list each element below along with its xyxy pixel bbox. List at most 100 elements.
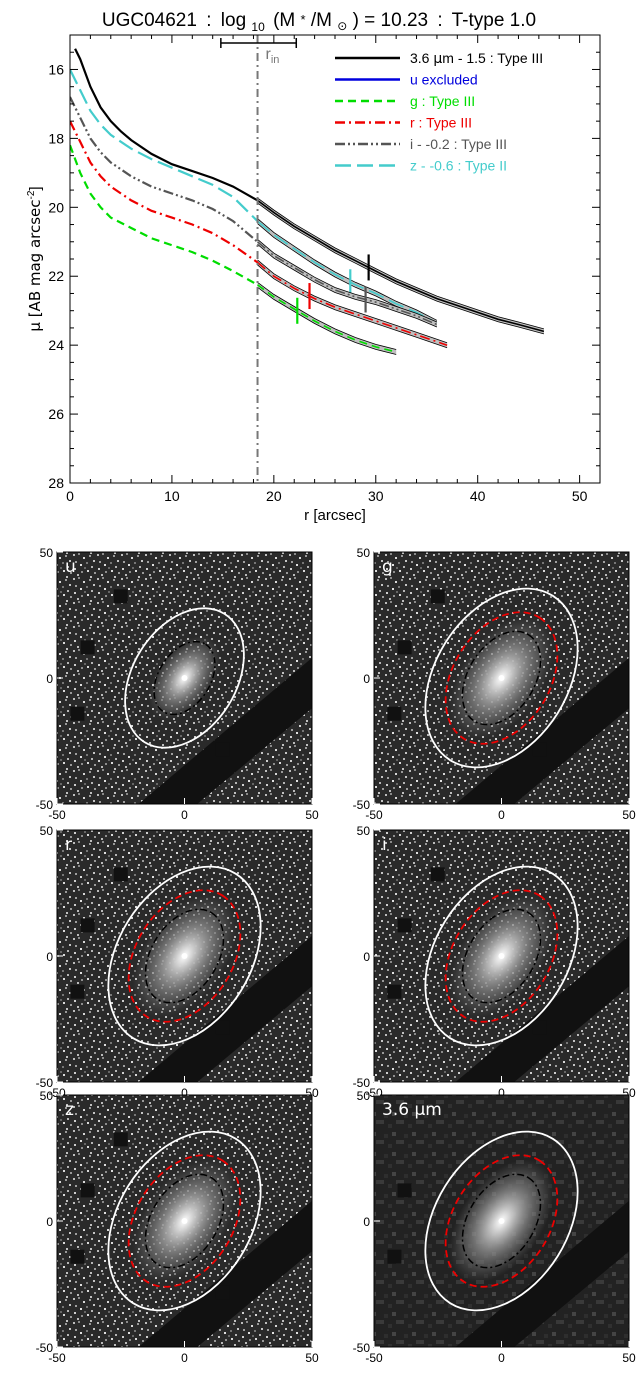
masked-star [387, 1249, 402, 1264]
panel-x-tick-label: -50 [365, 808, 383, 822]
image-panel-z: z -50 0 50 50 0 -50 [36, 1089, 319, 1365]
series-line-i [70, 96, 259, 243]
panel-x-tick-label: 50 [305, 808, 319, 822]
y-tick-label: 16 [48, 61, 64, 77]
panel-y-tick-label: 0 [363, 950, 370, 964]
panel-band-label: 3.6 μm [382, 1100, 442, 1120]
series-line-3.6 [74, 48, 259, 202]
profile-series-group [70, 48, 545, 355]
masked-star [215, 1285, 230, 1300]
x-tick-label: 10 [164, 488, 180, 504]
panel-y-tick-label: 50 [40, 824, 54, 838]
outer-ellipse [107, 865, 262, 1047]
legend-label: u excluded [410, 72, 478, 88]
panel-y-tick-label: -50 [353, 1341, 371, 1355]
panel-x-tick-label: 50 [622, 1351, 636, 1365]
masked-star [397, 918, 412, 933]
r-in-label: rin [266, 46, 280, 66]
y-axis-label: μ [AB mag arcsec-2] [26, 186, 44, 331]
break-ellipse [127, 889, 242, 1023]
panel-y-tick-label: 50 [357, 546, 371, 560]
series-upper-i [257, 238, 438, 323]
masked-star [430, 589, 445, 604]
outer-ellipse [107, 1130, 262, 1312]
inner-ellipse [144, 1173, 225, 1269]
panel-band-label: u [65, 557, 76, 577]
surface-brightness-profile-plot: rin 0 10 20 30 40 50 16 18 20 22 24 26 28 r [arcsec… [26, 34, 601, 524]
series-lower-3.6 [257, 202, 545, 335]
panel-band-label: i [382, 835, 387, 855]
image-panel-3.6-μm: 3.6 μm -50 0 50 50 0 -50 [353, 1089, 636, 1365]
masked-region [138, 1200, 312, 1347]
galaxy-core [498, 953, 505, 959]
panel-x-tick-label: -50 [48, 808, 66, 822]
panel-y-tick-label: 0 [46, 1215, 53, 1229]
x-tick-label: 30 [368, 488, 384, 504]
x-axis-ticks: 0 10 20 30 40 50 [66, 35, 588, 504]
galaxy-core [498, 1218, 505, 1224]
galaxy-core [498, 675, 505, 681]
panel-x-tick-label: 0 [498, 1351, 505, 1365]
image-panel-u: u -50 0 50 50 0 -50 [36, 546, 319, 822]
panel-x-tick-label: 50 [622, 808, 636, 822]
y-tick-label: 18 [48, 130, 64, 146]
break-ellipse [444, 1154, 559, 1288]
panel-band-label: g [382, 557, 393, 577]
galaxy-core [181, 953, 188, 959]
panel-y-tick-label: -50 [353, 798, 371, 812]
masked-star [70, 706, 85, 721]
legend: 3.6 μm - 1.5 : Type III u excluded g : Typ… [335, 50, 543, 174]
masked-star [113, 1132, 128, 1147]
break-ellipse [444, 611, 559, 745]
break-ellipse [127, 1154, 242, 1288]
image-panel-grid: u -50 0 50 50 0 -50 g -50 0 50 50 0 -50 r -50 0 50 50 0 -50 i… [36, 546, 636, 1365]
panel-y-tick-label: 0 [363, 1215, 370, 1229]
series-line-r [70, 120, 259, 264]
inner-ellipse [144, 908, 225, 1004]
masked-star [532, 1020, 547, 1035]
panel-y-tick-label: 0 [363, 672, 370, 686]
legend-label: 3.6 μm - 1.5 : Type III [410, 50, 543, 67]
chart-title: UGC04621 : log 10 (M * /M ⊙ ) = 10.23 : … [102, 8, 536, 36]
series-fit-i [256, 241, 438, 326]
series-fit-3.6 [257, 199, 545, 333]
series-line-z [70, 69, 259, 222]
masked-star [397, 640, 412, 655]
panel-y-tick-label: 50 [357, 824, 371, 838]
x-tick-label: 20 [266, 488, 282, 504]
y-tick-label: 22 [48, 268, 64, 284]
series-envelope-g [257, 282, 397, 355]
panel-y-tick-label: 50 [40, 1089, 54, 1103]
y-tick-label: 28 [48, 475, 64, 491]
x-tick-label: 0 [66, 488, 74, 504]
r-in-marker: rin [220, 35, 298, 483]
masked-star [70, 1249, 85, 1264]
masked-star [430, 867, 445, 882]
panel-y-tick-label: 50 [40, 546, 54, 560]
masked-star [397, 1183, 412, 1198]
y-tick-label: 24 [48, 337, 64, 353]
masked-star [387, 984, 402, 999]
x-axis-label: r [arcsec] [304, 507, 366, 524]
series-fit-r [256, 261, 448, 346]
panel-x-tick-label: 0 [181, 808, 188, 822]
outer-ellipse [424, 1130, 579, 1312]
masked-star [113, 867, 128, 882]
series-upper-r [257, 259, 448, 344]
masked-star [70, 984, 85, 999]
panel-x-tick-label: 0 [181, 1351, 188, 1365]
series-envelope-i [257, 239, 437, 327]
y-axis-ticks: 16 18 20 22 24 26 28 [48, 51, 600, 491]
inner-ellipse [461, 908, 542, 1004]
series-upper-z [257, 218, 438, 321]
series-upper-g [257, 281, 397, 350]
masked-region [138, 935, 312, 1082]
masked-star [80, 640, 95, 655]
panel-y-tick-label: 0 [46, 672, 53, 686]
y-tick-label: 20 [48, 199, 64, 215]
series-lower-r [257, 264, 448, 349]
outer-ellipse [424, 587, 579, 769]
legend-label: r : Type III [410, 115, 472, 131]
panel-y-tick-label: -50 [353, 1076, 371, 1090]
